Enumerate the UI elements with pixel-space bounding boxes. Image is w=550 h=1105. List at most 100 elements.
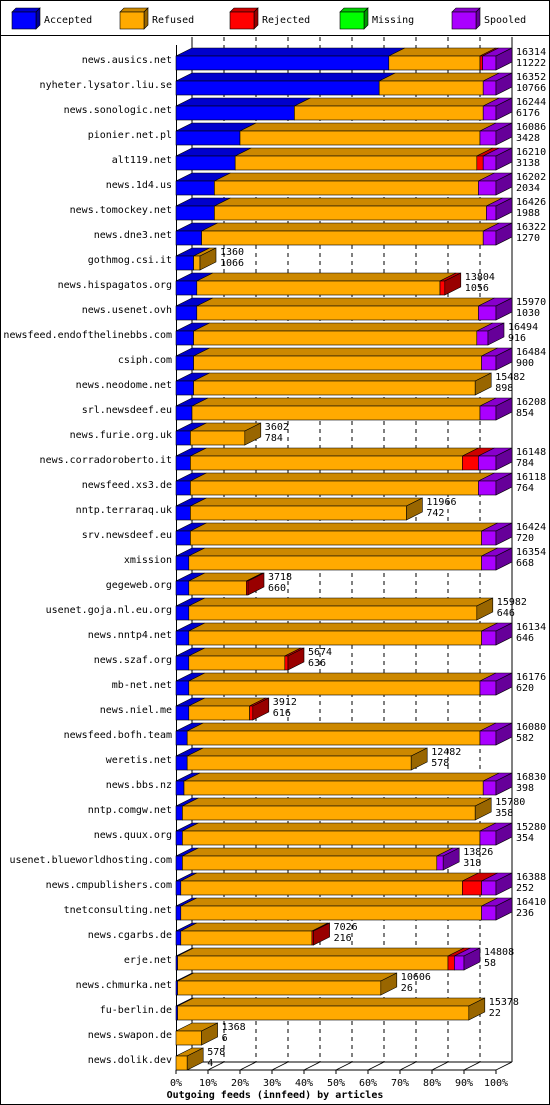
row-label: news.szaf.org: [94, 655, 172, 666]
bar-segment-refused: [190, 505, 407, 521]
row-label: erje.net: [124, 955, 172, 966]
offered-label: 11966: [426, 497, 456, 508]
legend-swatch-side: [35, 7, 41, 30]
bar-segment-accepted: [175, 855, 183, 871]
offered-label: 15970: [516, 297, 546, 308]
row-label: newsfeed.bofh.team: [64, 730, 172, 741]
bar-segment-refused: [180, 880, 463, 896]
accepted-label: 1988: [516, 208, 540, 219]
offered-label: 16426: [516, 197, 546, 208]
offered-label: 16118: [516, 472, 546, 483]
bar-segment-top-refused: [188, 672, 497, 682]
bar-segment-top-refused: [180, 872, 479, 882]
bar-end-spooled: [495, 172, 513, 196]
bar-segment-refused: [239, 130, 481, 146]
bar-segment-accepted: [175, 380, 194, 396]
bar-segment-refused: [188, 580, 247, 596]
bar-segment-spooled: [478, 180, 497, 196]
row-label: srl.newsdeef.eu: [82, 405, 172, 416]
bar-segment-accepted: [175, 130, 241, 146]
bar-segment-accepted: [175, 755, 188, 771]
bar-segment-top-refused: [239, 122, 497, 132]
bar-segment-spooled: [478, 455, 497, 471]
bar-segment-refused: [188, 705, 250, 721]
bar-end-spooled: [495, 297, 513, 321]
bar-segment-accepted: [175, 205, 215, 221]
bar-end-spooled: [495, 147, 513, 171]
legend-swatch: [451, 11, 477, 30]
bar-segment-accepted: [175, 305, 198, 321]
bar-end-refused: [186, 1047, 204, 1071]
plot-area: 0% 10% 20% 30% 40% 50% 60% 70% 80% 90% 100% news.au…: [3, 37, 546, 1089]
bar-end-spooled: [495, 197, 513, 221]
legend-label: Refused: [152, 15, 194, 26]
bar-segment-accepted: [175, 355, 194, 371]
bar-segment-refused: [388, 55, 481, 71]
bar-end-refused: [474, 372, 492, 396]
bar-segment-refused: [294, 105, 484, 121]
bar-segment-spooled: [481, 880, 497, 896]
bar-segment-top-refused: [182, 847, 453, 857]
bar-segment-rejected: [476, 155, 484, 171]
bar-segment-refused: [234, 155, 478, 171]
bar-segment-spooled: [481, 530, 497, 546]
x-tick-depth: [303, 1061, 321, 1071]
bar-segment-top-refused: [294, 97, 500, 107]
bar-segment-top-accepted: [175, 72, 396, 82]
accepted-label: 668: [516, 558, 534, 569]
bar-segment-accepted: [175, 830, 183, 846]
bar-segment-refused: [378, 80, 484, 96]
bar-segment-top-refused: [180, 897, 498, 907]
bar-segment-refused: [191, 405, 481, 421]
bar-segment-top-accepted: [175, 47, 405, 57]
offered-label: 13804: [465, 272, 495, 283]
row-label: news.neodome.net: [76, 380, 172, 391]
legend-swatch: [339, 11, 365, 30]
bar-segment-refused: [182, 855, 438, 871]
offered-label: 1368: [222, 1022, 246, 1033]
bar-segment-spooled: [476, 330, 489, 346]
bar-segment-accepted: [175, 655, 190, 671]
bar-segment-refused: [188, 655, 286, 671]
bar-segment-spooled: [479, 405, 497, 421]
bar-segment-accepted: [175, 805, 183, 821]
bar-end-spooled: [463, 947, 481, 971]
bar-segment-accepted: [175, 280, 198, 296]
bar-segment-refused: [186, 730, 481, 746]
bar-segment-spooled: [482, 155, 497, 171]
bar-segment-spooled: [486, 205, 497, 221]
x-tick-label: 50%: [327, 1078, 345, 1089]
row-label: mb-net.net: [112, 680, 172, 691]
bar-segment-refused: [175, 1055, 188, 1071]
accepted-label: 6: [222, 1033, 228, 1044]
bar-segment-accepted: [175, 255, 194, 271]
legend-swatch-side: [475, 7, 481, 30]
x-axis-label: Outgoing feeds (innfeed) by articles: [167, 1089, 384, 1101]
accepted-label: 646: [516, 633, 534, 644]
bar-segment-refused: [188, 630, 482, 646]
bar-segment-top-refused: [188, 622, 498, 632]
offered-label: 16424: [516, 522, 546, 533]
bar-segment-spooled: [482, 80, 497, 96]
bar-segment-spooled: [482, 105, 497, 121]
bar-segment-top-refused: [379, 72, 500, 82]
legend-item-accepted: Accepted: [11, 7, 92, 30]
x-tick-label: 40%: [295, 1078, 313, 1089]
bar-end-spooled: [495, 722, 513, 746]
x-tick-label: 90%: [455, 1078, 473, 1089]
accepted-label: 582: [516, 733, 534, 744]
row-label: nntp.terraraq.uk: [76, 505, 172, 516]
accepted-label: 11222: [516, 58, 546, 69]
bar-segment-top-refused: [214, 172, 495, 182]
offered-label: 16352: [516, 72, 546, 83]
row-label: news.quux.org: [94, 830, 172, 841]
